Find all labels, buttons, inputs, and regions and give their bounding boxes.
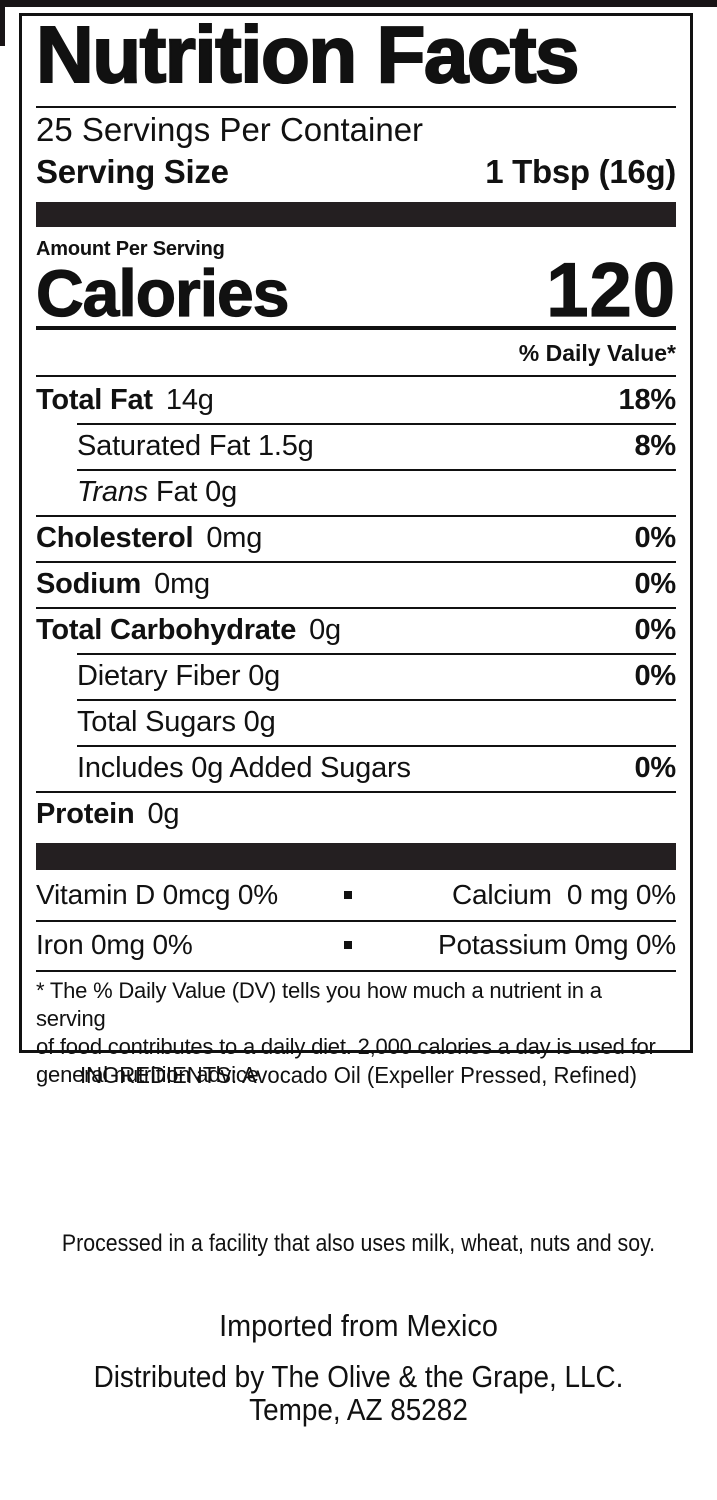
thick-separator-bar (36, 202, 676, 227)
micronutrient-right: Potassium 0mg 0% (437, 929, 676, 960)
nutrient-row: Cholesterol 0mg 0% (36, 515, 676, 561)
micronutrient-left: Vitamin D 0mcg 0% (36, 879, 278, 910)
nutrient-name-italic: Trans (77, 476, 148, 508)
footnote-line-3: general nutrition advice (36, 1062, 259, 1087)
distributor-line-2: Tempe, AZ 85282 (249, 1392, 468, 1427)
nutrient-amount: 0mg (206, 522, 263, 554)
nutrient-row: Dietary Fiber 0g 0% (36, 653, 676, 699)
nutrient-row: Includes 0g Added Sugars 0% (36, 745, 676, 791)
daily-value-footnote: * The % Daily Value (DV) tells you how m… (36, 970, 676, 1089)
nutrient-name-bold: Sodium (36, 568, 142, 600)
scan-edge-top (0, 0, 717, 7)
nutrient-name-rest: Total Sugars 0g (77, 706, 276, 738)
nutrient-row: Sodium 0mg 0% (36, 561, 676, 607)
nutrient-daily-value: 18% (618, 384, 677, 416)
nutrient-row: Total Carbohydrate 0g 0% (36, 607, 676, 653)
allergen-statement: Processed in a facility that also uses m… (61, 1230, 656, 1257)
nutrient-name-rest: Includes 0g Added Sugars (77, 752, 411, 784)
nutrient-name-bold: Total Carbohydrate (36, 614, 297, 646)
nutrient-amount: 0mg (154, 568, 210, 600)
footnote-line-1: * The % Daily Value (DV) tells you how m… (36, 978, 602, 1031)
nutrient-name-rest: Dietary Fiber 0g (77, 660, 281, 692)
nutrient-name-rest: Saturated Fat 1.5g (77, 430, 314, 462)
micronutrient-rows: Vitamin D 0mcg 0% Calcium 0 mg 0% Iron 0… (36, 870, 676, 970)
scan-edge-left (0, 0, 5, 46)
daily-value-header: % Daily Value* (36, 330, 676, 377)
nutrient-row: Protein 0g (36, 791, 676, 837)
nutrient-name: Total Carbohydrate 0g (36, 613, 341, 647)
nutrient-daily-value: 8% (634, 430, 676, 462)
nutrient-name-bold: Total Fat (36, 384, 153, 416)
distributor-line-1: Distributed by The Olive & the Grape, LL… (93, 1359, 624, 1394)
title-rule (36, 106, 676, 108)
micronutrient-right: Calcium 0 mg 0% (452, 879, 676, 910)
nutrient-name-rest: Fat 0g (155, 476, 237, 508)
nutrient-daily-value: 0% (634, 752, 676, 784)
nutrient-name: Sodium 0mg (36, 567, 210, 601)
nutrient-daily-value: 0% (634, 660, 676, 692)
nutrient-amount: 0g (147, 798, 180, 830)
servings-per-container: 25 Servings Per Container (36, 111, 424, 148)
calories-label: Calories (35, 256, 290, 330)
nutrient-name: Total Fat 14g (36, 383, 214, 417)
micronutrient-row: Iron 0mg 0% Potassium 0mg 0% (36, 920, 676, 970)
nutrient-name: Includes 0g Added Sugars (77, 751, 411, 785)
nutrient-amount: 14g (165, 384, 214, 416)
nutrient-name-bold: Cholesterol (36, 522, 194, 554)
nutrient-name: Saturated Fat 1.5g (77, 429, 314, 463)
nutrient-daily-value: 0% (634, 522, 676, 554)
panel-title: Nutrition Facts (35, 10, 580, 99)
nutrient-daily-value: 0% (634, 568, 676, 600)
nutrient-rows: Total Fat 14g 18% Saturated Fat 1.5g 8% T… (36, 377, 676, 837)
nutrient-name: Protein 0g (36, 797, 180, 831)
serving-size-row: Serving Size 1 Tbsp (16g) (36, 151, 676, 193)
nutrient-amount: 0g (309, 614, 341, 646)
bullet-separator-icon (344, 891, 353, 899)
nutrient-row: Total Fat 14g 18% (36, 377, 676, 423)
nutrient-row: Total Sugars 0g (36, 699, 676, 745)
nutrient-name: Total Sugars 0g (77, 705, 276, 739)
bullet-separator-icon (344, 941, 353, 949)
micronutrient-row: Vitamin D 0mcg 0% Calcium 0 mg 0% (36, 870, 676, 920)
amount-per-serving-label: Amount Per Serving (36, 238, 225, 260)
nutrient-daily-value: 0% (634, 614, 676, 646)
nutrient-name: Dietary Fiber 0g (77, 659, 280, 693)
nutrition-facts-panel: Nutrition Facts 25 Servings Per Containe… (19, 10, 693, 1087)
nutrient-name: Cholesterol 0mg (36, 521, 262, 555)
origin-statement: Imported from Mexico (219, 1308, 498, 1343)
calories-value: 120 (546, 248, 676, 333)
nutrient-name: Trans Fat 0g (77, 475, 237, 509)
calories-row: Calories 120 (35, 248, 676, 333)
distributor-statement: Distributed by The Olive & the Grape, LL… (36, 1360, 681, 1426)
thick-separator-bar-2 (36, 843, 676, 870)
serving-size-label: Serving Size (36, 153, 229, 190)
ingredients-statement: INGREDIENTS: Avocado Oil (Expeller Press… (80, 1062, 637, 1088)
nutrient-row: Saturated Fat 1.5g 8% (36, 423, 676, 469)
footnote-line-2: of food contributes to a daily diet. 2,0… (36, 1034, 656, 1059)
micronutrient-left: Iron 0mg 0% (36, 929, 193, 960)
serving-size-value: 1 Tbsp (16g) (485, 153, 676, 190)
nutrient-name-bold: Protein (36, 798, 135, 830)
nutrient-row: Trans Fat 0g (36, 469, 676, 515)
